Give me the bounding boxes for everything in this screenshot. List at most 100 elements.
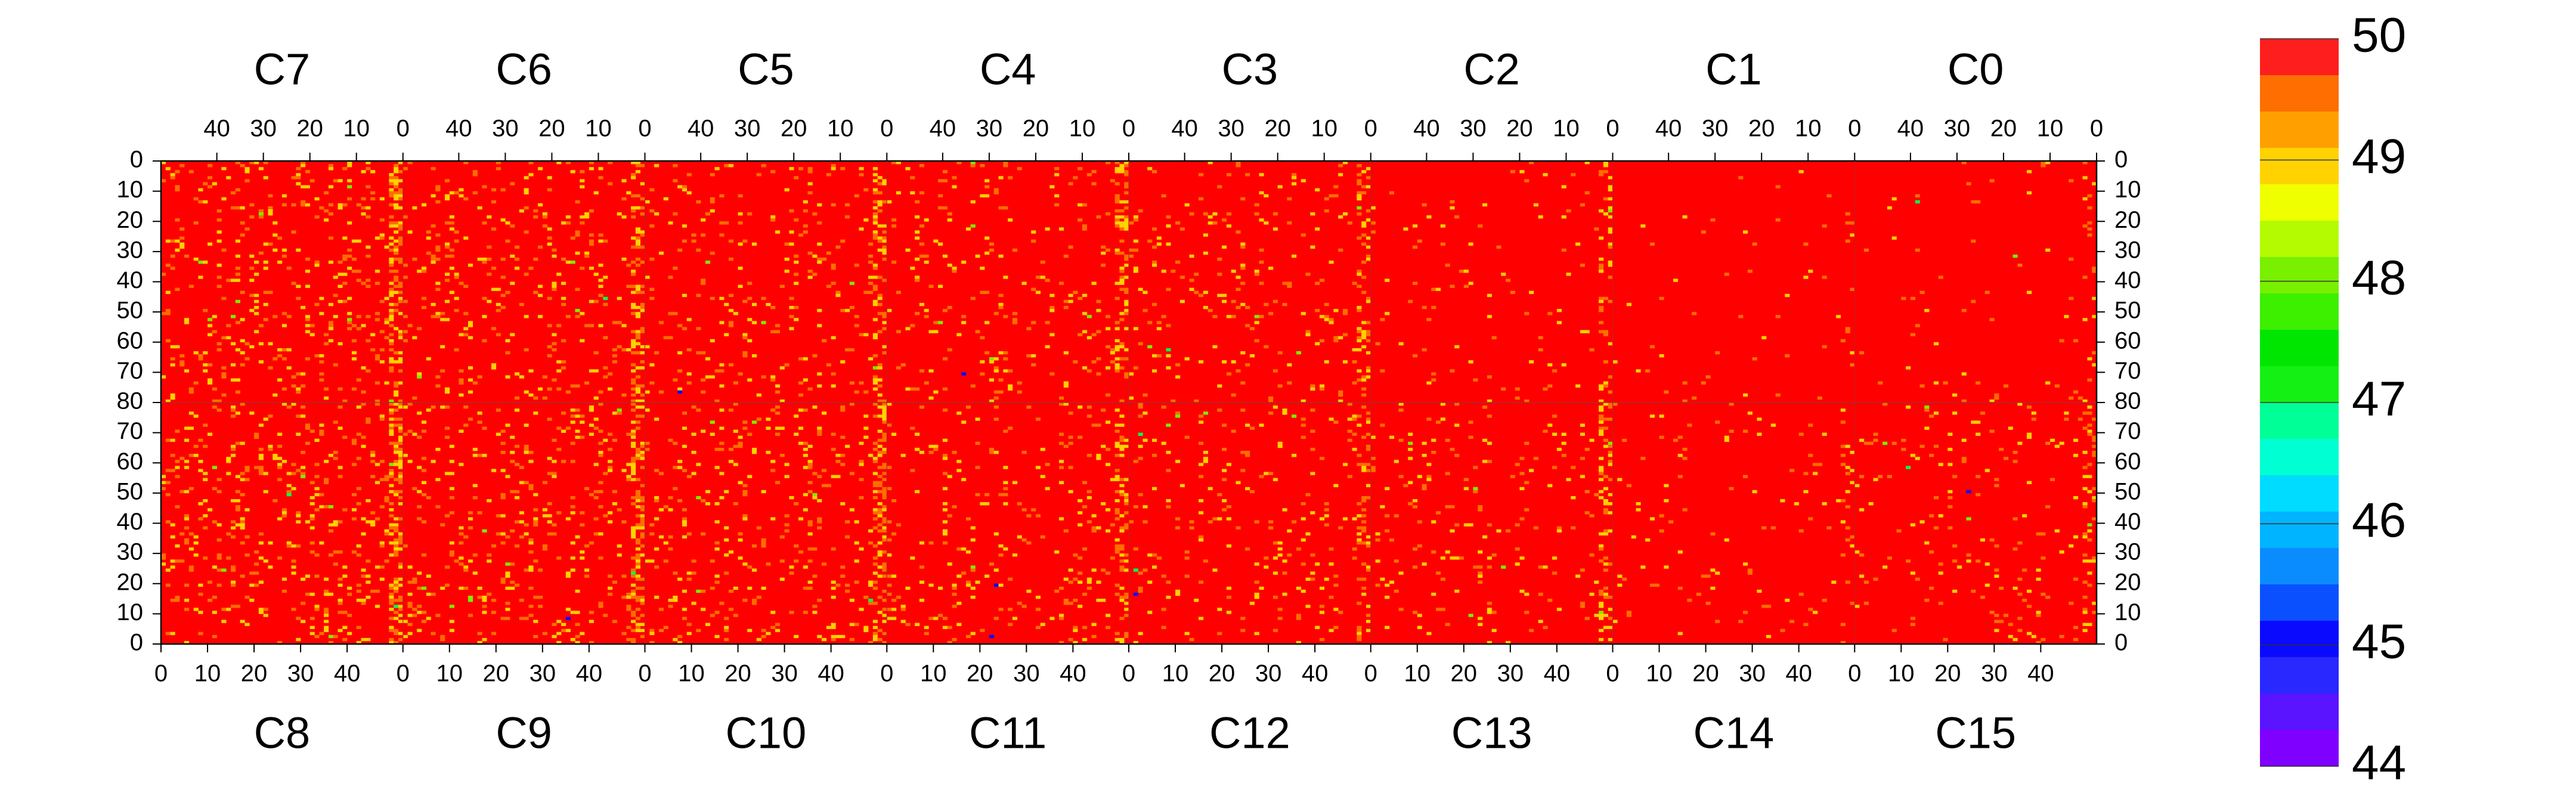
heatmap-cell [449,254,454,258]
heatmap-cell [417,490,422,494]
heatmap-cell [333,275,338,279]
heatmap-cell [314,487,320,491]
heatmap-cell [1761,526,1767,530]
heatmap-cell [580,435,585,439]
heatmap-cell [1212,345,1218,349]
heatmap-cell [394,176,399,179]
heatmap-cell [500,617,506,620]
top-x-tick-label: 0 [397,116,410,142]
heatmap-cell [1199,617,1204,620]
heatmap-cell [1105,345,1111,349]
heatmap-cell [389,324,394,327]
heatmap-cell [2031,634,2036,639]
heatmap-cell [984,179,990,182]
heatmap-cell [515,496,520,500]
heatmap-cell [1822,599,1827,602]
heatmap-cell [1078,333,1083,336]
heatmap-cell [1124,227,1129,231]
heatmap-cell [1082,293,1088,298]
bottom-x-tick-label: 30 [530,661,556,687]
heatmap-cell [854,623,859,626]
heatmap-cell [221,197,227,201]
heatmap-cell [1319,586,1325,590]
heatmap-cell [1850,535,1855,539]
heatmap-cell [1659,414,1664,418]
heatmap-cell [1091,360,1097,364]
heatmap-cell [887,466,892,469]
heatmap-cell [505,423,510,427]
heatmap-cell [900,454,906,457]
heatmap-cell [719,447,724,451]
heatmap-cell [1370,457,1376,460]
heatmap-cell [552,475,557,478]
heatmap-cell [952,505,957,509]
heatmap-cell [872,336,878,339]
heatmap-cell [2092,499,2097,503]
heatmap-cell [831,432,836,436]
heatmap-cell [626,475,631,478]
heatmap-cell [389,432,394,436]
heatmap-cell [1179,275,1185,279]
heatmap-cell [1617,583,1623,587]
heatmap-cell [877,514,883,518]
heatmap-cell [845,583,850,587]
heatmap-cell [421,520,427,524]
heatmap-cell [505,617,510,620]
heatmap-cell [1068,245,1073,249]
heatmap-cell [533,520,538,524]
heatmap-cell [1105,248,1111,252]
heatmap-cell [565,617,571,620]
heatmap-cell [751,354,757,358]
heatmap-cell [714,520,720,524]
heatmap-cell [1398,475,1404,478]
heatmap-cell [1026,589,1032,593]
heatmap-cell [854,315,859,318]
heatmap-cell [1063,299,1069,304]
top-x-tick-label: 30 [250,116,277,142]
heatmap-cell [1701,230,1706,234]
heatmap-cell [1366,366,1371,370]
heatmap-cell [1361,242,1367,246]
heatmap-cell [952,185,957,188]
heatmap-cell [1143,568,1148,572]
heatmap-cell [1231,270,1236,273]
heatmap-cell [1249,426,1255,430]
heatmap-cell [398,466,404,469]
heatmap-cell [1199,499,1204,503]
heatmap-cell [1287,529,1292,532]
heatmap-cell [691,432,696,436]
heatmap-cell [281,348,287,352]
heatmap-cell [1463,523,1469,527]
heatmap-cell [1426,478,1432,481]
heatmap-cell [817,475,822,478]
heatmap-cell [263,472,268,475]
heatmap-cell [915,200,920,204]
heatmap-cell [598,390,603,394]
heatmap-cell [603,336,608,339]
heatmap-cell [1445,264,1450,267]
heatmap-cell [928,541,934,545]
heatmap-cell [593,396,599,400]
heatmap-cell [1608,444,1613,448]
heatmap-cell [1352,432,1357,436]
heatmap-cell [1114,499,1120,503]
heatmap-cell [309,631,315,636]
heatmap-cell [2045,381,2051,385]
heatmap-cell [1208,520,1213,524]
heatmap-cell [1608,209,1613,213]
colorbar-segment [2260,693,2339,730]
heatmap-cell [1147,345,1153,349]
heatmap-cell [1919,290,1925,295]
heatmap-cell [1445,550,1450,554]
heatmap-cell [268,194,273,198]
heatmap-cell [398,463,404,466]
heatmap-cell [398,547,404,551]
heatmap-cell [203,478,208,481]
heatmap-cell [1184,550,1190,554]
heatmap-cell [635,547,640,551]
heatmap-cell [761,586,766,590]
heatmap-cell [621,197,627,201]
heatmap-cell [417,435,422,439]
heatmap-cell [1840,520,1846,524]
